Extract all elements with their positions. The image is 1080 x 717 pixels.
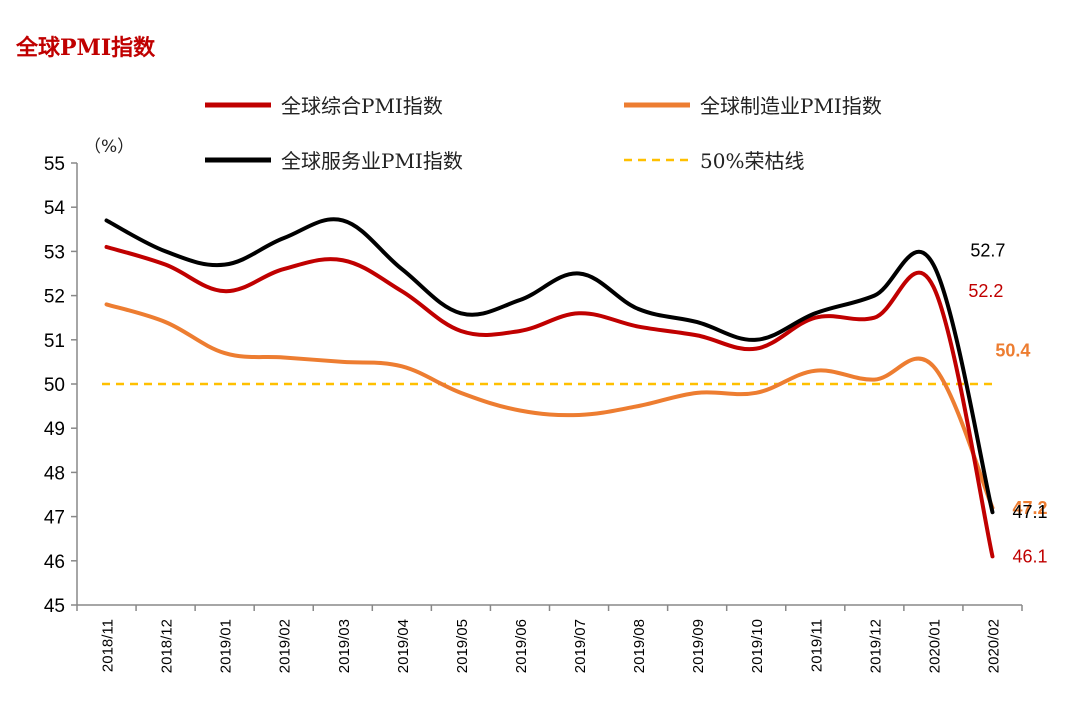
data-label-layer: 52.2 46.1 50.4 47.2 52.7 47.1 <box>968 241 1047 567</box>
x-tick-label: 2019/09 <box>690 619 707 673</box>
x-tick-label: 2019/12 <box>867 619 884 673</box>
legend-label-manufacturing: 全球制造业PMI指数 <box>700 94 882 118</box>
axes: 45 46 47 48 49 50 51 52 53 54 55 （%） 2018/11 2018/12 2… <box>44 137 1023 673</box>
series-line-manufacturing <box>104 302 995 510</box>
x-tick-label: 2020/02 <box>985 619 1002 673</box>
data-label-services: 47.1 <box>1012 502 1047 522</box>
x-tick-label: 2019/03 <box>336 619 353 673</box>
y-tick-label: 52 <box>44 287 65 308</box>
x-tick-label: 2019/07 <box>572 619 589 673</box>
x-tick-label: 2019/04 <box>395 619 412 673</box>
y-tick-label: 47 <box>44 508 65 529</box>
data-label-services: 52.7 <box>970 241 1005 261</box>
legend-label-services: 全球服务业PMI指数 <box>281 149 463 173</box>
data-label-composite: 52.2 <box>968 281 1003 301</box>
y-tick-label: 49 <box>44 419 65 440</box>
x-tick-label: 2020/01 <box>926 619 943 673</box>
data-label-composite: 46.1 <box>1012 546 1047 566</box>
y-tick-label: 54 <box>44 198 66 219</box>
data-label-manufacturing: 47.2 <box>1012 498 1047 518</box>
x-tick-label: 2019/01 <box>218 619 235 673</box>
y-tick-label: 55 <box>44 154 65 175</box>
y-tick-label: 45 <box>44 596 65 617</box>
y-tick-label: 50 <box>44 375 65 396</box>
x-tick-label: 2019/08 <box>631 619 648 673</box>
series-line-services <box>104 217 995 515</box>
y-tick-label: 48 <box>44 463 65 484</box>
data-label-manufacturing: 50.4 <box>995 340 1030 360</box>
y-tick-label: 53 <box>44 242 65 263</box>
series-layer <box>104 217 995 559</box>
x-tick-label: 2019/10 <box>749 619 766 673</box>
legend-label-reference: 50%荣枯线 <box>700 149 804 173</box>
series-line-composite <box>104 244 995 559</box>
x-tick-label: 2019/05 <box>454 619 471 673</box>
page-title: 全球PMI指数 <box>16 35 156 61</box>
x-tick-label: 2019/11 <box>808 619 825 672</box>
y-tick-label: 51 <box>44 331 65 352</box>
x-tick-label: 2019/06 <box>513 619 530 673</box>
y-tick-label: 46 <box>44 552 65 573</box>
x-tick-label: 2019/02 <box>277 619 294 673</box>
y-axis-unit: （%） <box>84 137 134 157</box>
x-tick-label: 2018/12 <box>159 619 176 673</box>
legend-label-composite: 全球综合PMI指数 <box>281 94 443 118</box>
x-tick-label: 2018/11 <box>100 619 117 672</box>
